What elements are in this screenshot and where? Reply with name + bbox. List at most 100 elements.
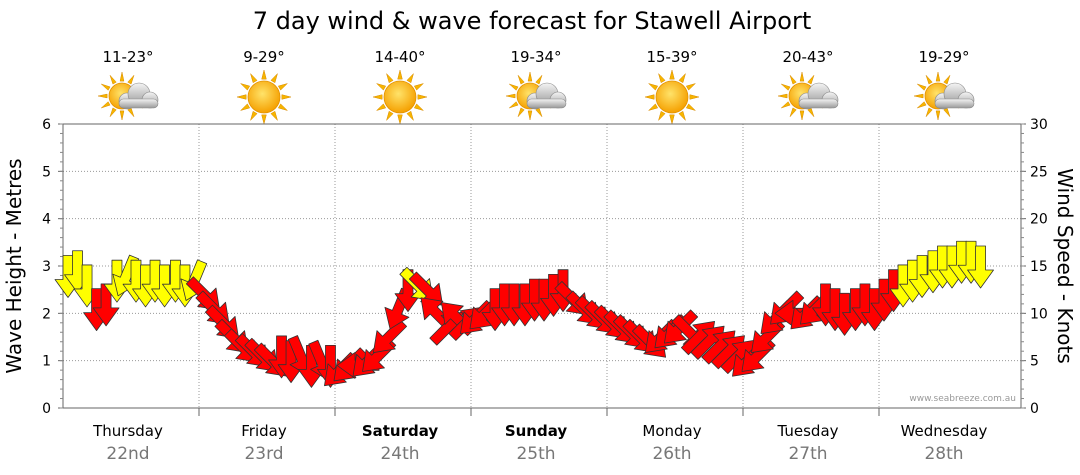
left-tick-label: 6 (42, 117, 51, 133)
wind-arrow (373, 318, 408, 353)
partly-cloudy-icon (505, 71, 567, 121)
left-axis-title: Wave Height - Metres (2, 158, 26, 373)
day-date-label: 26th (652, 444, 691, 464)
wind-arrow-series (54, 240, 994, 388)
day-date-label: 23rd (244, 444, 283, 464)
sun-ray (119, 71, 125, 82)
sun-ray (925, 75, 933, 85)
sun-ray (644, 94, 655, 100)
sun-ray (527, 71, 533, 82)
sun-ray (101, 101, 111, 109)
sun-ray (127, 75, 135, 85)
sun-ray (648, 103, 659, 111)
sun-ray (799, 71, 805, 82)
sun-ray (236, 94, 247, 100)
sun-ray (781, 83, 791, 91)
day-name-label: Tuesday (776, 422, 838, 440)
sun-disc (247, 80, 281, 114)
day-temperature: 19-34° (510, 48, 561, 66)
sun-ray (270, 110, 278, 121)
day-date-label: 28th (924, 444, 963, 464)
day-temperature: 11-23° (102, 48, 153, 66)
sun-disc (655, 80, 689, 114)
sun-ray (97, 93, 108, 99)
sun-ray (281, 94, 292, 100)
sun-ray (658, 73, 666, 84)
sun-ray (917, 101, 927, 109)
sun-ray (277, 103, 288, 111)
left-tick-label: 2 (42, 306, 51, 322)
sun-ray (119, 110, 125, 121)
sun-ray (386, 110, 394, 121)
sun-ray (781, 101, 791, 109)
sun-ray (925, 107, 933, 117)
right-axis-ticks: 0 5 10 15 20 25 30 (1021, 117, 1048, 417)
plot-area-frame (62, 123, 1022, 409)
sun-ray (397, 69, 403, 80)
day-labels: Thursday 22nd Friday 23rd Saturday 24th Sunday… (92, 422, 987, 464)
sun-ray (417, 94, 428, 100)
day-name-label: Thursday (92, 422, 163, 440)
sun-ray (913, 93, 924, 99)
right-tick-label: 30 (1030, 117, 1048, 133)
day-date-label: 24th (380, 444, 419, 464)
day-date-label: 25th (516, 444, 555, 464)
sun-ray (109, 107, 117, 117)
sun-icon (644, 69, 700, 125)
sun-ray (250, 73, 258, 84)
sun-ray (277, 83, 288, 91)
sun-ray (517, 75, 525, 85)
day-temperature: 15-39° (646, 48, 697, 66)
right-tick-label: 10 (1030, 306, 1048, 322)
right-tick-label: 25 (1030, 164, 1048, 180)
sun-ray (261, 114, 267, 125)
sun-ray (669, 114, 675, 125)
day-date-label: 27th (788, 444, 827, 464)
day-name-label: Saturday (362, 422, 439, 440)
sun-ray (372, 94, 383, 100)
sun-ray (935, 71, 941, 82)
sun-ray (678, 73, 686, 84)
day-name-label: Wednesday (901, 422, 988, 440)
sun-ray (109, 75, 117, 85)
sun-ray (397, 114, 403, 125)
day-temperature: 19-29° (918, 48, 969, 66)
sun-ray (777, 93, 788, 99)
day-name-label: Monday (642, 422, 701, 440)
day-temperature: 9-29° (243, 48, 285, 66)
left-tick-label: 0 (42, 401, 51, 417)
sun-ray (658, 110, 666, 121)
sun-ray (376, 83, 387, 91)
sun-ray (517, 107, 525, 117)
partly-cloudy-icon (97, 71, 159, 121)
sun-ray (648, 83, 659, 91)
right-tick-label: 20 (1030, 212, 1048, 228)
sun-ray (270, 73, 278, 84)
sun-ray (943, 75, 951, 85)
day-date-label: 22nd (106, 444, 149, 464)
right-tick-label: 0 (1030, 401, 1039, 417)
sun-ray (678, 110, 686, 121)
sun-ray (685, 83, 696, 91)
left-tick-label: 1 (42, 354, 51, 370)
day-temperature: 14-40° (374, 48, 425, 66)
day-name-label: Friday (241, 422, 287, 440)
sun-ray (509, 83, 519, 91)
partly-cloudy-icon (777, 71, 839, 121)
sun-ray (807, 107, 815, 117)
cloud-shape (798, 82, 839, 110)
sun-ray (689, 94, 700, 100)
sun-ray (413, 83, 424, 91)
sun-ray (240, 103, 251, 111)
left-axis-ticks: 0 1 2 3 4 5 6 (42, 117, 63, 417)
sun-ray (240, 83, 251, 91)
sun-ray (527, 110, 533, 121)
sun-ray (250, 110, 258, 121)
right-axis-title: Wind Speed - Knots (1053, 168, 1077, 364)
sun-ray (505, 93, 516, 99)
cloud-shape (118, 82, 159, 110)
right-tick-label: 5 (1030, 354, 1039, 370)
day-temperature: 20-43° (782, 48, 833, 66)
sun-ray (669, 69, 675, 80)
